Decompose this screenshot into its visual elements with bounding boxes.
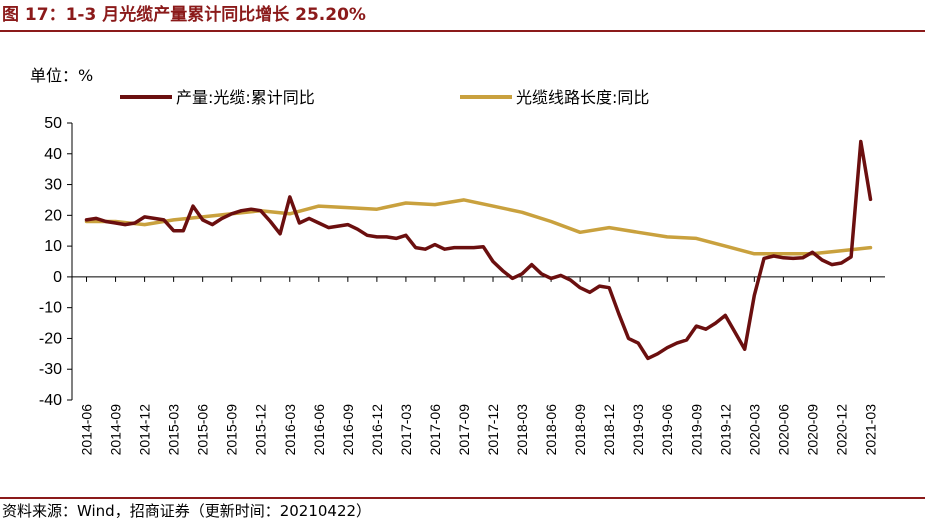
x-tick-label: 2020-06: [775, 404, 791, 456]
series-line-length: [84, 198, 873, 256]
x-tick-label: 2016-09: [340, 404, 356, 456]
x-tick-label: 2014-09: [108, 404, 124, 456]
source-rule: [0, 497, 925, 499]
x-tick-label: 2021-03: [862, 404, 878, 456]
x-tick-label: 2017-03: [398, 404, 414, 456]
x-tick-label: 2016-06: [311, 404, 327, 456]
y-tick-label: -20: [39, 330, 62, 347]
x-tick-label: 2018-09: [572, 404, 588, 456]
legend-label-output: 产量:光缆:累计同比: [176, 88, 315, 107]
x-tick-label: 2016-03: [282, 404, 298, 456]
x-tick-label: 2018-03: [514, 404, 530, 456]
x-tick-label: 2016-12: [369, 404, 385, 456]
figure-title: 图 17：1-3 月光缆产量累计同比增长 25.20%: [2, 5, 366, 25]
y-tick-label: -30: [39, 361, 62, 378]
y-tick-label: -10: [39, 300, 62, 317]
x-tick-label: 2014-06: [79, 404, 95, 456]
x-tick-label: 2017-09: [456, 404, 472, 456]
y-tick-label: 20: [44, 207, 62, 224]
x-tick-label: 2019-03: [630, 404, 646, 456]
x-tick-label: 2017-06: [427, 404, 443, 456]
y-tick-label: 40: [44, 146, 62, 163]
x-tick-label: 2015-09: [224, 404, 240, 456]
y-tick-label: -40: [39, 392, 62, 409]
x-tick-label: 2020-09: [804, 404, 820, 456]
y-tick-label: 30: [44, 177, 62, 194]
x-tick-label: 2019-12: [717, 404, 733, 456]
x-tick-label: 2018-06: [543, 404, 559, 456]
x-tick-label: 2018-12: [601, 404, 617, 456]
x-tick-label: 2015-06: [195, 404, 211, 456]
unit-label: 单位：%: [30, 66, 94, 85]
x-tick-label: 2020-12: [833, 404, 849, 456]
legend-swatch-output: [120, 95, 172, 99]
x-tick-label: 2015-12: [253, 404, 269, 456]
y-tick-label: 0: [53, 269, 62, 286]
x-tick-label: 2017-12: [485, 404, 501, 456]
source-note: 资料来源：Wind，招商证券（更新时间：20210422）: [2, 502, 372, 520]
y-tick-label: 50: [44, 115, 62, 132]
y-tick-label: 10: [44, 238, 62, 255]
x-tick-label: 2019-06: [659, 404, 675, 456]
x-tick-label: 2019-09: [688, 404, 704, 456]
series-line-output: [84, 139, 873, 361]
x-tick-label: 2020-03: [746, 404, 762, 456]
x-tick-label: 2015-03: [166, 404, 182, 456]
legend-swatch-length: [460, 95, 512, 99]
title-rule: [0, 30, 925, 32]
legend-label-length: 光缆线路长度:同比: [516, 88, 650, 107]
x-tick-label: 2014-12: [137, 404, 153, 456]
